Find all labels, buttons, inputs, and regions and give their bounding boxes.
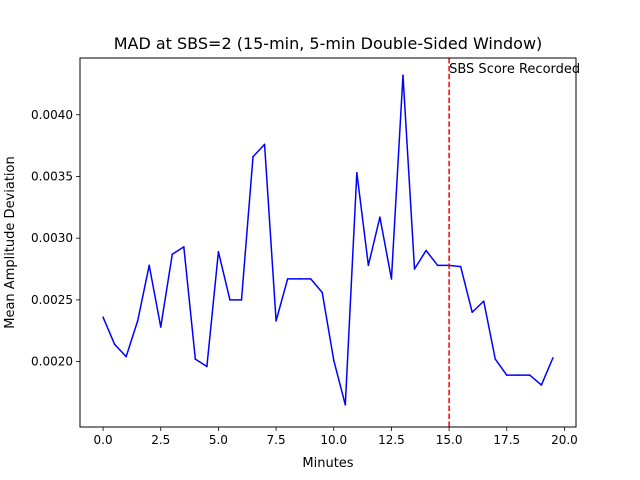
data-point xyxy=(413,268,416,270)
x-axis: 0.0 2.5 5.0 7.5 10.0 12.5 15.0 17.5 20.0 xyxy=(94,427,578,447)
data-point xyxy=(136,320,139,322)
data-point xyxy=(194,358,197,360)
x-tick-label: 2.5 xyxy=(151,433,170,447)
data-point xyxy=(540,384,543,386)
data-point xyxy=(183,246,185,248)
data-point xyxy=(402,74,404,77)
data-point xyxy=(482,300,485,302)
y-tick-label: 0.0030 xyxy=(31,231,73,245)
data-point xyxy=(286,278,289,280)
data-point xyxy=(344,403,347,406)
data-point xyxy=(252,155,254,158)
x-axis-label: Minutes xyxy=(302,456,353,471)
chart-title: MAD at SBS=2 (15-min, 5-min Double-Sided… xyxy=(114,34,543,53)
data-point xyxy=(275,320,277,322)
y-axis-label: Mean Amplitude Deviation xyxy=(3,156,18,329)
data-point xyxy=(367,264,370,267)
data-point xyxy=(171,253,174,256)
data-point xyxy=(229,299,231,301)
x-tick-label: 10.0 xyxy=(320,433,347,447)
data-point xyxy=(125,355,127,358)
data-point xyxy=(356,171,358,174)
data-point xyxy=(159,326,162,328)
y-axis: 0.0020 0.0025 0.0030 0.0035 0.0040 xyxy=(31,108,80,369)
x-tick-label: 7.5 xyxy=(267,433,286,447)
data-point xyxy=(552,357,554,359)
y-tick-label: 0.0020 xyxy=(31,355,73,369)
data-point xyxy=(217,250,220,253)
data-point xyxy=(206,365,208,368)
data-point xyxy=(494,358,497,360)
data-point xyxy=(529,374,531,376)
data-point xyxy=(298,278,300,280)
plot-area: SBS Score Recorded xyxy=(102,58,580,427)
data-point xyxy=(113,343,116,346)
data-point xyxy=(517,374,520,376)
x-tick-label: 12.5 xyxy=(378,433,405,447)
x-tick-label: 15.0 xyxy=(436,433,463,447)
x-tick-label: 0.0 xyxy=(94,433,113,447)
data-point xyxy=(436,264,439,267)
data-point xyxy=(263,143,266,146)
data-point xyxy=(148,264,151,267)
axes-frame xyxy=(79,57,577,428)
data-point xyxy=(102,316,104,318)
data-point xyxy=(459,265,462,268)
annotation-label: SBS Score Recorded xyxy=(449,62,580,77)
data-point xyxy=(390,278,393,280)
x-tick-label: 20.0 xyxy=(551,433,578,447)
data-point xyxy=(240,299,243,301)
data-point xyxy=(471,311,473,314)
x-tick-label: 5.0 xyxy=(209,433,228,447)
y-tick-label: 0.0040 xyxy=(31,108,73,122)
data-point xyxy=(321,291,324,294)
data-point xyxy=(425,249,427,252)
data-point xyxy=(505,374,508,376)
series-line xyxy=(102,74,554,406)
x-tick-label: 17.5 xyxy=(493,433,520,447)
y-tick-label: 0.0035 xyxy=(31,169,73,183)
data-point xyxy=(309,278,312,280)
data-point xyxy=(332,359,335,362)
y-tick-label: 0.0025 xyxy=(31,293,73,307)
data-point xyxy=(379,216,381,218)
